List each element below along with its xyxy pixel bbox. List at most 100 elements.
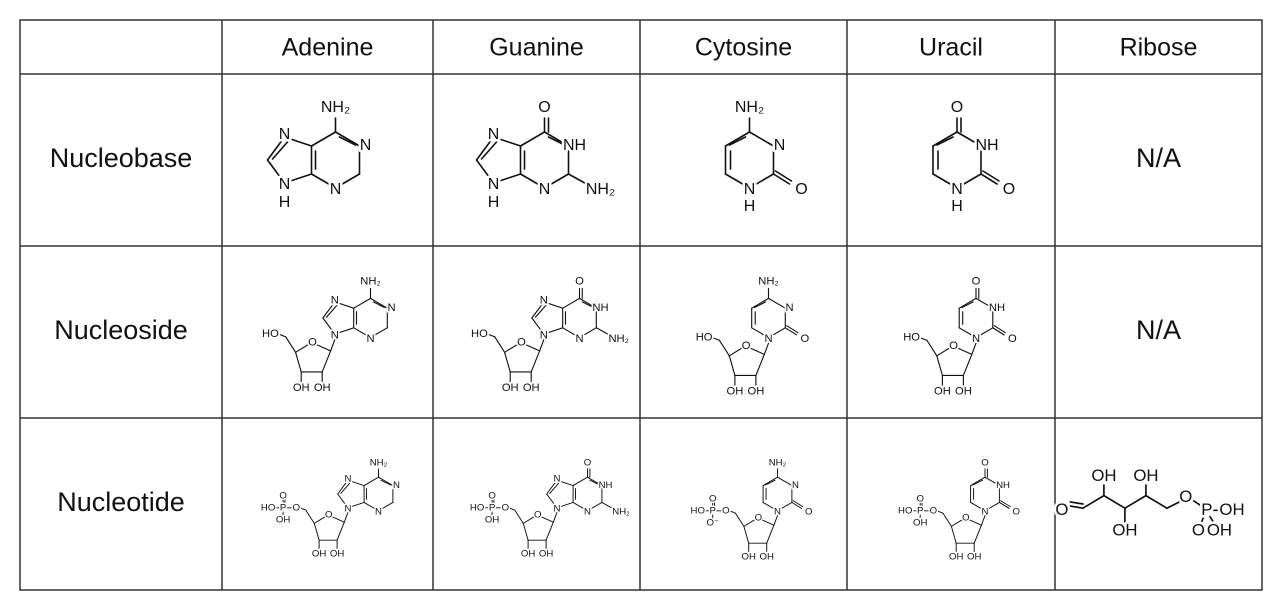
bond (956, 173, 982, 189)
bond (543, 173, 570, 189)
column-header: Uracil (919, 34, 983, 62)
bond (369, 297, 388, 309)
bond (340, 482, 351, 494)
bond (970, 476, 986, 487)
bond (546, 479, 558, 495)
atom-label: N (540, 294, 548, 306)
bond (266, 136, 286, 161)
atom-label: N (972, 333, 980, 345)
bond (549, 482, 560, 494)
bond (334, 173, 361, 189)
atom-label: O (930, 505, 937, 516)
bond (295, 351, 302, 373)
bond (313, 516, 326, 524)
atom-label: N (584, 507, 591, 518)
atom-label: P (1201, 500, 1212, 519)
bond (589, 479, 600, 486)
bond (587, 476, 603, 487)
atom-label: O⁻ (706, 517, 719, 528)
atom-label: OH (314, 382, 331, 394)
bond (378, 501, 394, 512)
atom-label: OH (1207, 521, 1232, 540)
bond (936, 355, 943, 376)
bond (728, 355, 736, 376)
bond (958, 327, 977, 339)
bond (743, 525, 750, 544)
bond (748, 131, 775, 147)
atom-label: HO (471, 328, 488, 340)
atom-label: NH₂ (758, 276, 779, 288)
bond (492, 173, 522, 184)
atom-label: O (1055, 500, 1068, 519)
atom-label: O (517, 336, 526, 348)
not-applicable: N/A (1136, 315, 1181, 345)
atom-label: HO (903, 332, 920, 344)
atom-label: HO (470, 502, 484, 513)
bond (753, 301, 767, 309)
atom-label: OH (967, 552, 981, 563)
bond (480, 141, 498, 160)
bond (957, 347, 973, 355)
bond (578, 297, 597, 309)
atom-label: N (488, 126, 500, 143)
atom-label: OH (727, 385, 744, 397)
bond (534, 304, 547, 318)
bond (762, 476, 778, 487)
bond (932, 131, 958, 147)
bond (295, 344, 309, 353)
bond (353, 327, 372, 339)
bond (378, 476, 394, 487)
atom-label: OH (293, 382, 310, 394)
bond (792, 500, 804, 508)
atom-label: NH (996, 480, 1010, 491)
bond (984, 501, 1000, 512)
bond (492, 136, 522, 147)
atom-label: P (709, 505, 715, 516)
bond (749, 347, 765, 355)
bond (316, 344, 332, 352)
bond (372, 301, 386, 309)
bond (1199, 515, 1205, 526)
bond (729, 510, 736, 514)
atom-label: H (279, 194, 291, 211)
bond (475, 159, 495, 184)
bond (773, 515, 778, 526)
bond (525, 344, 541, 352)
atom-label: N (344, 474, 351, 485)
atom-label: N (279, 176, 291, 193)
bond (271, 141, 289, 160)
bond (755, 353, 765, 376)
bond (343, 512, 349, 523)
atom-label: O (1012, 507, 1019, 518)
bond (777, 476, 793, 487)
bond (767, 297, 786, 309)
atom-label: OH (330, 549, 344, 560)
atom-label: OH (742, 552, 756, 563)
bond (522, 522, 529, 541)
atom-label: N (951, 181, 963, 198)
atom-label: N (330, 181, 342, 198)
atom-label: O (538, 99, 550, 116)
atom-label: N (553, 504, 560, 515)
bond (334, 327, 355, 335)
bond (980, 515, 986, 526)
atom-label: O (325, 510, 332, 521)
bond (962, 353, 973, 376)
bond (347, 501, 365, 509)
bond (1000, 500, 1011, 508)
atom-label: N (744, 181, 756, 198)
bond (970, 501, 986, 512)
bond (587, 501, 603, 512)
bond (984, 476, 1000, 487)
atom-label: HO (696, 332, 713, 344)
atom-label: OH (312, 549, 326, 560)
atom-label: O (488, 490, 495, 501)
atom-label: O (584, 457, 591, 468)
atom-label: HO (898, 505, 912, 516)
bond (334, 131, 361, 147)
bond (363, 501, 379, 512)
atom-label: OH (760, 552, 774, 563)
